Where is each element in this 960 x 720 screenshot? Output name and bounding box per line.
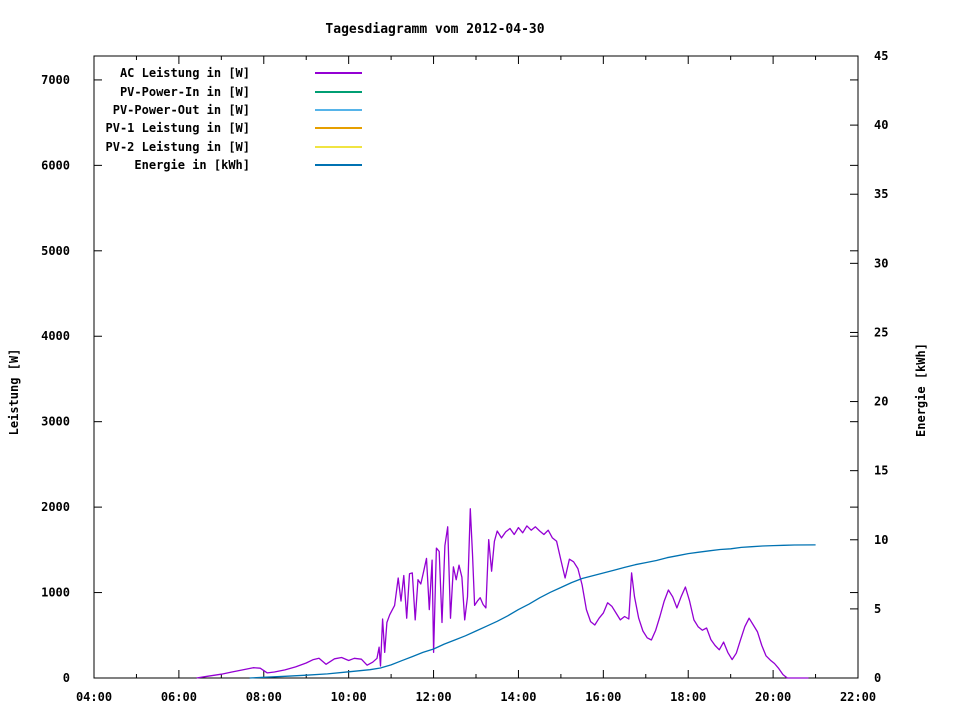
tick-label: 5 (874, 602, 881, 616)
tick-label: 16:00 (585, 690, 621, 704)
y2-axis-ticks: 0 5 10 15 20 25 30 35 40 45 (850, 49, 888, 685)
tick-label: 1000 (41, 586, 70, 600)
tick-label: 0 (63, 671, 70, 685)
y1-axis-label: Leistung [W] (7, 348, 21, 436)
x-axis-ticks: 04:00 06:00 08:00 10:00 12:00 14:00 16:00 18:00… (76, 56, 876, 704)
tick-label: 5000 (41, 244, 70, 258)
tick-label: 10 (874, 533, 888, 547)
tick-label: 10:00 (331, 690, 367, 704)
tick-label: 20:00 (755, 690, 791, 704)
series-line-5 (249, 544, 816, 679)
tick-label: 20 (874, 395, 888, 409)
y1-axis-ticks: 0 1000 2000 3000 4000 5000 6000 7000 (41, 73, 858, 685)
tick-label: 3000 (41, 415, 70, 429)
tick-label: 0 (874, 671, 881, 685)
tick-label: 25 (874, 325, 888, 339)
tick-label: 08:00 (246, 690, 282, 704)
tick-label: 30 (874, 256, 888, 270)
tick-label: 22:00 (840, 690, 876, 704)
tick-label: 18:00 (670, 690, 706, 704)
tick-label: 15 (874, 464, 888, 478)
tick-label: 7000 (41, 73, 70, 87)
tick-label: 6000 (41, 158, 70, 172)
y2-axis-label: Energie [kWh] (914, 343, 928, 437)
plot-border (93, 55, 859, 679)
tick-label: 06:00 (161, 690, 197, 704)
series-line-0 (196, 508, 809, 679)
tick-label: 35 (874, 187, 888, 201)
tick-label: 04:00 (76, 690, 112, 704)
tick-label: 14:00 (500, 690, 536, 704)
tick-label: 45 (874, 49, 888, 63)
tick-label: 12:00 (415, 690, 451, 704)
tick-label: 4000 (41, 329, 70, 343)
chart-title: Tagesdiagramm vom 2012-04-30 (325, 22, 545, 37)
tick-label: 2000 (41, 500, 70, 514)
tick-label: 40 (874, 118, 888, 132)
